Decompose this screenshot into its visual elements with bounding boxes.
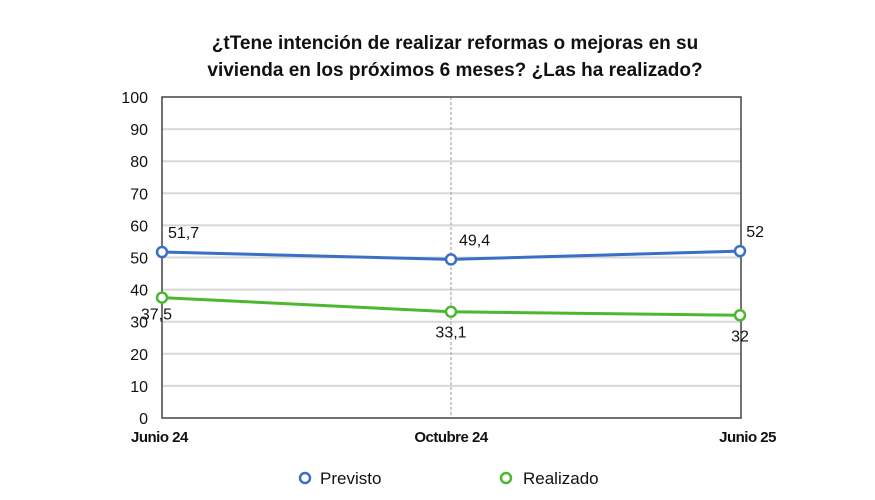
y-tick-label: 90 xyxy=(130,122,148,139)
data-point xyxy=(444,253,458,266)
y-tick-label: 40 xyxy=(130,283,148,300)
y-tick-label: 10 xyxy=(130,379,148,396)
data-point xyxy=(155,245,169,259)
data-label: 52 xyxy=(746,224,764,241)
data-point xyxy=(155,291,169,304)
data-point xyxy=(444,305,458,318)
y-tick-label: 60 xyxy=(130,218,148,235)
legend-marker-realizado xyxy=(499,471,513,485)
chart-title: ¿tTene intención de realizar reformas o … xyxy=(0,30,875,84)
y-tick-label: 30 xyxy=(130,315,148,332)
y-tick-label: 0 xyxy=(139,411,148,428)
data-label: 33,1 xyxy=(435,325,466,342)
x-tick-label: Junio 24 xyxy=(131,429,189,446)
legend-marker-previsto xyxy=(298,471,312,485)
y-tick-label: 50 xyxy=(130,251,148,268)
legend-label-realizado: Realizado xyxy=(523,469,599,488)
data-label: 32 xyxy=(731,328,749,345)
data-label: 51,7 xyxy=(168,225,199,242)
y-tick-label: 20 xyxy=(130,347,148,364)
x-tick-label: Junio 25 xyxy=(719,429,776,446)
data-point xyxy=(733,309,747,322)
y-tick-label: 100 xyxy=(121,90,148,107)
data-label: 37,5 xyxy=(141,307,172,324)
data-point xyxy=(733,244,747,258)
title-line-2: vivienda en los próximos 6 meses? ¿Las h… xyxy=(207,60,703,81)
x-tick-label: Octubre 24 xyxy=(414,429,489,446)
y-tick-label: 70 xyxy=(130,186,148,203)
title-line-1: ¿tTene intención de realizar reformas o … xyxy=(211,33,699,54)
data-label: 49,4 xyxy=(459,232,490,249)
y-tick-label: 80 xyxy=(130,154,148,171)
legend-label-previsto: Previsto xyxy=(320,469,381,488)
